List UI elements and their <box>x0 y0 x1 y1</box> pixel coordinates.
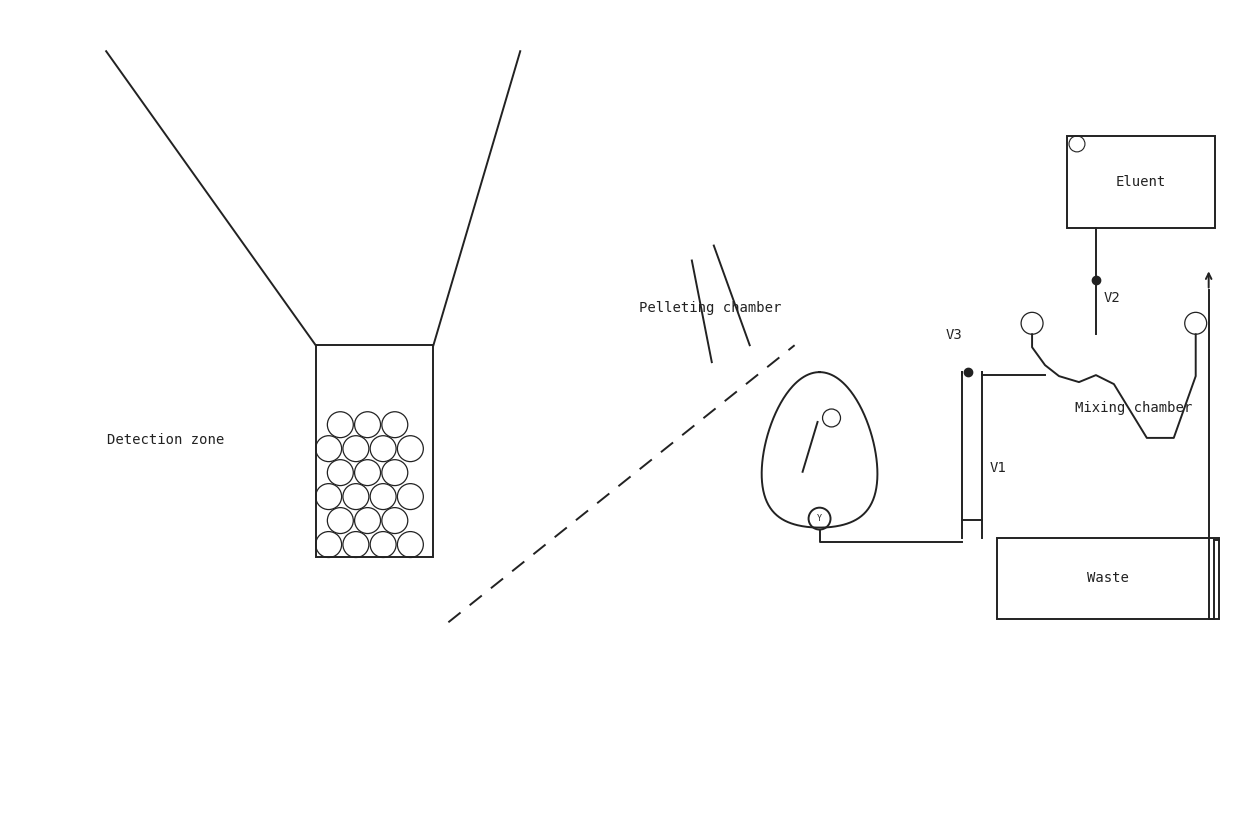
Text: V2: V2 <box>1104 291 1121 305</box>
Text: Mixing chamber: Mixing chamber <box>1075 401 1193 415</box>
Text: Eluent: Eluent <box>1116 175 1166 189</box>
Text: Waste: Waste <box>1087 572 1128 586</box>
Text: V1: V1 <box>990 461 1006 474</box>
Text: Y: Y <box>817 515 822 524</box>
Bar <box>1066 136 1215 227</box>
Bar <box>316 345 434 558</box>
Bar <box>997 537 1219 619</box>
Text: Detection zone: Detection zone <box>108 433 224 447</box>
Text: Pelleting chamber: Pelleting chamber <box>639 301 781 316</box>
Text: V3: V3 <box>945 328 962 342</box>
